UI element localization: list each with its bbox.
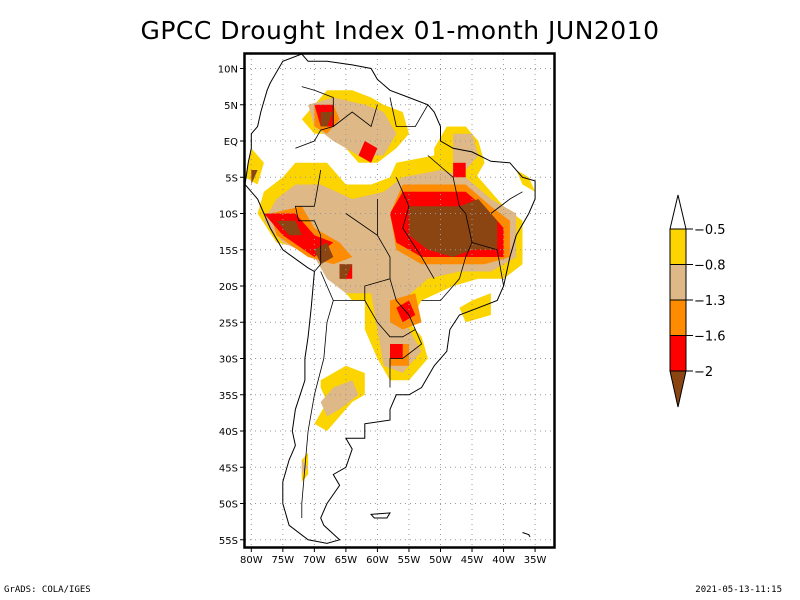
colorbar-label: −1.6 (694, 330, 726, 345)
country-border (490, 191, 523, 214)
colorbar-label: −0.5 (694, 223, 726, 238)
country-border (471, 242, 504, 287)
drought-area-red (453, 162, 466, 178)
lat-tick-label: 30S (219, 355, 238, 366)
lat-tick-label: 20S (219, 282, 238, 293)
country-border (301, 300, 334, 518)
lon-tick-label: 35W (524, 555, 547, 566)
drought-area-brown (339, 264, 353, 279)
lat-tick-label: 35S (219, 391, 238, 402)
lat-tick-label: EQ (224, 137, 238, 148)
falkland-islands (370, 512, 391, 519)
lon-tick-label: 65W (335, 555, 358, 566)
axis-ticks: 10N 5N EQ 5S 10S 15S 20S 25S 30S 35S 40S 45S 50S 55S8… (218, 65, 547, 567)
lon-tick-label: 55W (398, 555, 421, 566)
country-border (320, 213, 391, 301)
lat-tick-label: 10S (219, 210, 238, 221)
grads-credit: GrADS: COLA/IGES (4, 585, 91, 595)
lat-tick-label: 55S (219, 536, 238, 547)
drought-area-tan (453, 133, 479, 170)
colorbar-segment (669, 299, 687, 336)
lon-tick-label: 50W (429, 555, 452, 566)
country-border (294, 169, 322, 272)
lat-tick-label: 45S (219, 463, 238, 474)
colorbar-segment (669, 335, 687, 372)
grid-lines (245, 54, 554, 547)
colorbar-label: −1.3 (694, 294, 726, 309)
lon-tick-label: 80W (240, 555, 263, 566)
timestamp: 2021-05-13-11:15 (695, 585, 782, 595)
lat-tick-label: 5N (224, 101, 238, 112)
colorbar-upper-extension (669, 194, 687, 230)
lat-tick-label: 15S (219, 246, 238, 257)
lon-tick-label: 60W (366, 555, 389, 566)
drought-area-brown (320, 112, 334, 127)
colorbar-lower-extension (669, 370, 687, 408)
drought-area-red (358, 141, 378, 163)
lat-tick-label: 40S (219, 427, 238, 438)
colorbar-segment (669, 228, 687, 265)
coastlines (245, 54, 536, 544)
country-border (364, 278, 416, 338)
lon-tick-label: 40W (492, 555, 515, 566)
drought-area-brown (251, 170, 258, 185)
colorbar: −0.5 −0.8 −1.3 −1.6 −2 (669, 194, 726, 408)
lat-tick-label: 5S (225, 173, 238, 184)
plot-frame (243, 52, 556, 549)
drought-area-yellow (459, 293, 491, 323)
country-border (395, 177, 435, 280)
lat-tick-label: 25S (219, 318, 238, 329)
map-title: GPCC Drought Index 01-month JUN2010 (140, 16, 660, 45)
lon-tick-label: 75W (272, 555, 295, 566)
country-border (333, 104, 378, 128)
lat-tick-label: 10N (218, 65, 238, 76)
lon-tick-label: 45W (461, 555, 484, 566)
country-border (389, 329, 423, 388)
drought-area-tan (320, 380, 359, 417)
lon-tick-label: 70W (303, 555, 326, 566)
lat-tick-label: 50S (219, 500, 238, 511)
drought-area-red (390, 344, 403, 359)
colorbar-label: −2 (694, 365, 713, 380)
country-border (389, 97, 429, 127)
drought-area-brown (314, 242, 334, 265)
colorbar-label: −0.8 (694, 259, 726, 274)
south-georgia (522, 532, 531, 538)
colorbar-segment (669, 264, 687, 301)
